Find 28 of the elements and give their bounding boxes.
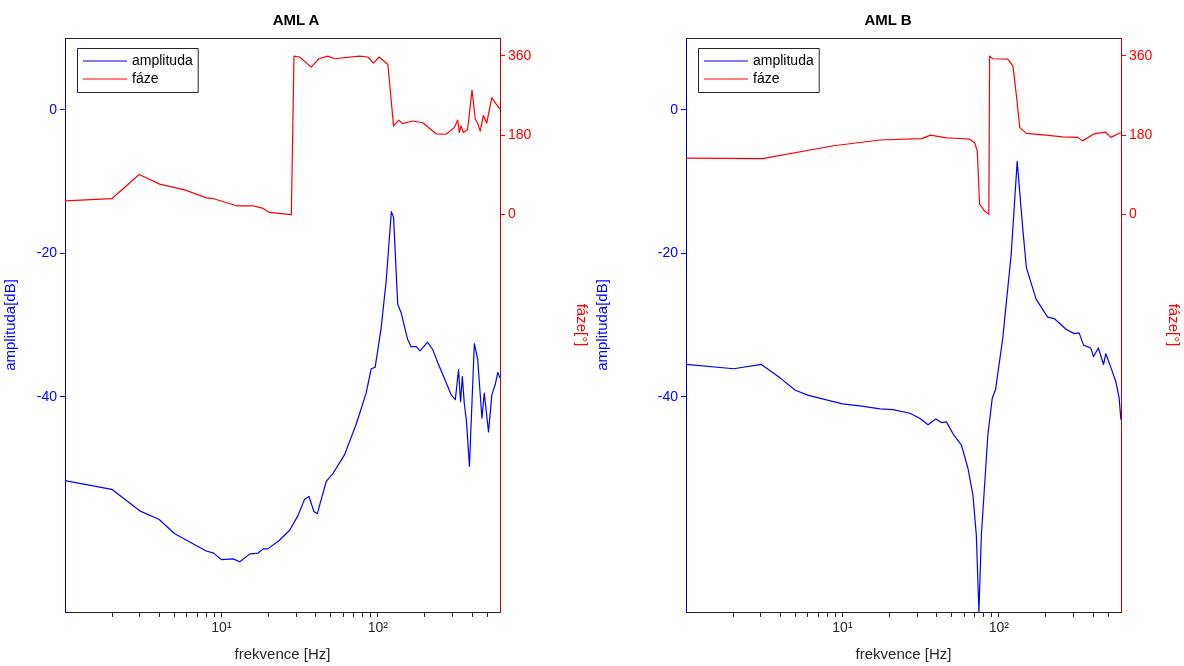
legend-label: amplituda — [132, 51, 193, 68]
y-tick-label: -40 — [657, 387, 679, 404]
chart-title: AML A — [272, 11, 320, 29]
x-tick-label: 10² — [367, 619, 389, 636]
y-axis-title: amplituda[dB] — [593, 279, 611, 371]
y-axis-title: amplituda[dB] — [1, 279, 19, 371]
y2-tick-label: 360 — [508, 46, 532, 63]
y-tick-label: -20 — [36, 244, 58, 261]
x-axis-title: frekvence [Hz] — [855, 645, 952, 663]
y-tick-label: -40 — [36, 387, 58, 404]
x-axis-title: frekvence [Hz] — [234, 645, 331, 663]
y-tick-label: 0 — [670, 100, 679, 117]
y2-tick-label: 0 — [1129, 205, 1137, 222]
y2-tick-label: 180 — [1129, 126, 1153, 142]
legend-label: fáze — [753, 69, 780, 86]
legend-label: amplituda — [753, 51, 814, 68]
y2-tick-label: 0 — [508, 205, 516, 222]
y2-tick-label: 180 — [508, 126, 532, 142]
y-tick-label: -20 — [657, 244, 679, 261]
y2-tick-label: 360 — [1129, 46, 1153, 63]
y2-axis-title: fáze[°] — [1165, 303, 1183, 347]
x-tick-label: 10¹ — [211, 619, 232, 636]
chart-title: AML B — [864, 11, 912, 29]
x-tick-label: 10² — [988, 619, 1010, 636]
legend-label: fáze — [132, 69, 159, 86]
y2-axis-title: fáze[°] — [573, 303, 591, 347]
x-tick-label: 10¹ — [832, 619, 853, 636]
y-tick-label: 0 — [49, 100, 58, 117]
